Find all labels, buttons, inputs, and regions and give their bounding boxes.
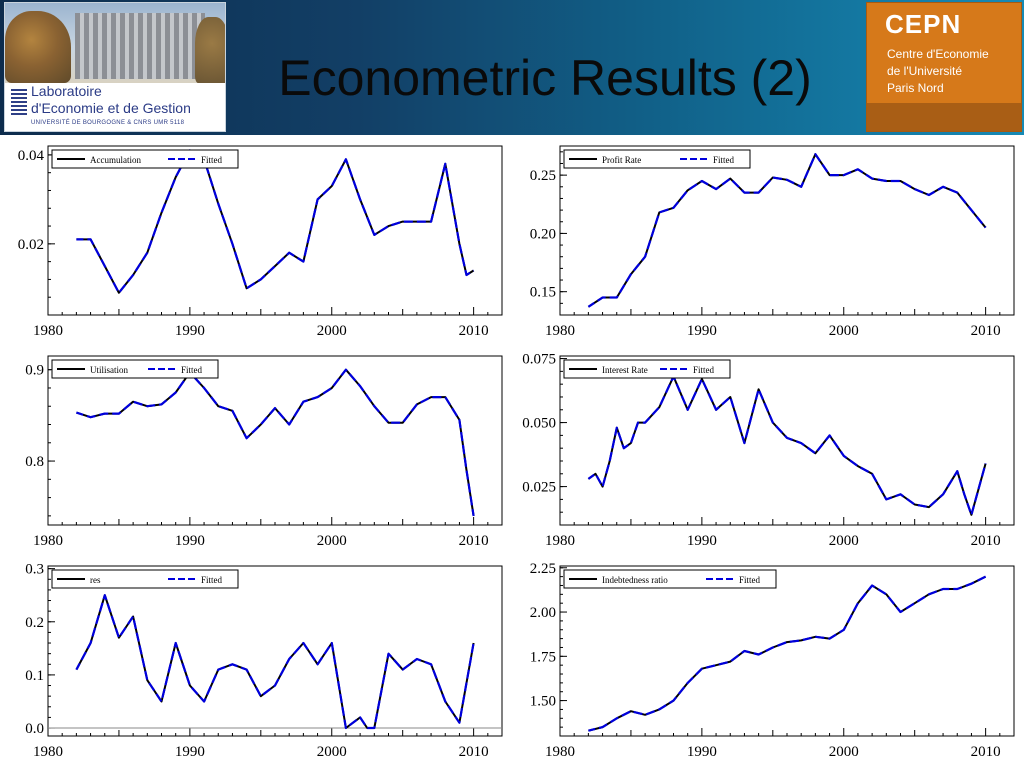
x-tick-label: 1980 (33, 323, 63, 339)
y-tick-label: 0.075 (522, 352, 556, 368)
legend-box (51, 149, 239, 169)
y-tick-label: 2.00 (530, 605, 556, 621)
tree-right (195, 17, 225, 83)
cepn-logo: CEPN Centre d'Economie de l'Université P… (866, 2, 1022, 132)
x-tick-label: 2010 (459, 744, 489, 760)
y-tick-label: 0.0 (25, 721, 44, 737)
logo-left-line2: d'Economie et de Gestion (31, 100, 191, 116)
cepn-brand: CEPN (885, 9, 962, 39)
y-tick-label: 0.050 (522, 416, 556, 432)
cepn-logo-shade (867, 103, 1021, 131)
y-tick-label: 0.9 (25, 363, 44, 379)
chart-svg-5: 1980 1990 2000 2010 0.0 0.1 0.2 0.3 res Fitted (25, 562, 503, 760)
x-tick-label: 2000 (317, 323, 347, 339)
x-tick-label: 2010 (971, 533, 1001, 549)
legend-label-fitted: Fitted (739, 575, 761, 585)
legend-box (563, 149, 751, 169)
series-fitted-line (76, 368, 475, 517)
tree-left (5, 11, 71, 83)
y-tick-label: 0.20 (530, 226, 556, 242)
x-tick-label: 1990 (687, 323, 717, 339)
x-tick-label: 1980 (545, 533, 575, 549)
legend-label-fitted: Fitted (201, 575, 223, 585)
building-facade (75, 13, 205, 79)
cepn-line3: Paris Nord (887, 81, 944, 95)
plot-frame (559, 355, 1015, 526)
y-tick-label: 2.25 (530, 562, 556, 577)
chart-2: 1980 1990 2000 2010 0.15 0.20 0.25 Profit Rate F… (512, 142, 1024, 347)
series-fitted-line (587, 375, 987, 516)
logo-left-line1: Laboratoire (31, 83, 102, 99)
chart-3: 1980 1990 2000 2010 0.8 0.9 Utilisation Fitted (0, 352, 512, 557)
series-fitted-line (588, 575, 987, 732)
x-tick-label: 1980 (33, 744, 63, 760)
y-tick-label: 0.15 (530, 285, 556, 301)
chart-svg-1: 1980 1990 2000 2010 0.02 0.04 Accumulation Fitt… (18, 145, 503, 339)
y-tick-label: 1.75 (530, 649, 556, 665)
series-fitted-line (76, 149, 475, 294)
legend-label-fitted: Fitted (693, 365, 715, 375)
y-tick-label: 0.2 (25, 615, 44, 631)
x-tick-label: 1990 (687, 744, 717, 760)
y-tick-label: 0.02 (18, 237, 44, 253)
legend-label-fitted: Fitted (181, 365, 203, 375)
y-tick-label: 0.04 (18, 148, 45, 164)
y-tick-label: 0.8 (25, 454, 44, 470)
y-tick-label: 0.25 (530, 168, 556, 184)
legend-label-actual: res (90, 575, 101, 585)
series-fitted-line (587, 153, 987, 308)
x-tick-label: 2000 (829, 533, 859, 549)
series-fitted-line (75, 594, 475, 730)
chart-4: 1980 1990 2000 2010 0.025 0.050 0.075 Interest … (512, 352, 1024, 557)
plot-frame (47, 355, 503, 526)
chart-svg-4: 1980 1990 2000 2010 0.025 0.050 0.075 Interest … (522, 352, 1015, 549)
x-tick-label: 1990 (687, 533, 717, 549)
x-tick-label: 2000 (317, 744, 347, 760)
legend-label-actual: Utilisation (90, 365, 128, 375)
x-tick-label: 1980 (545, 323, 575, 339)
slide-header: Laboratoire d'Economie et de Gestion UNI… (0, 0, 1024, 135)
legend-box (51, 359, 219, 379)
chart-5: 1980 1990 2000 2010 0.0 0.1 0.2 0.3 res Fitted (0, 562, 512, 768)
plot-frame (47, 565, 503, 737)
y-tick-label: 0.1 (25, 668, 44, 684)
legend-label-fitted: Fitted (201, 155, 223, 165)
chart-6: 1980 1990 2000 2010 1.50 1.75 2.00 2.25 Indebted… (512, 561, 1024, 768)
laboratoire-logo: Laboratoire d'Economie et de Gestion UNI… (4, 2, 226, 132)
legend-box (51, 569, 239, 589)
x-tick-label: 2010 (459, 323, 489, 339)
x-tick-label: 1980 (33, 533, 63, 549)
chart-svg-2: 1980 1990 2000 2010 0.15 0.20 0.25 Profit Rate F… (530, 145, 1015, 339)
legend-label-actual: Accumulation (90, 155, 141, 165)
chart-svg-6: 1980 1990 2000 2010 1.50 1.75 2.00 2.25 Indebted… (530, 561, 1015, 760)
logo-left-line3: UNIVERSITÉ DE BOURGOGNE & CNRS UMR 5118 (31, 120, 185, 126)
lab-mark-icon (11, 89, 27, 117)
y-tick-label: 0.3 (25, 562, 44, 578)
legend-label-actual: Indebtedness ratio (602, 575, 668, 585)
x-tick-label: 2010 (971, 323, 1001, 339)
x-tick-label: 2000 (829, 323, 859, 339)
plot-frame (559, 565, 1015, 737)
chart-svg-3: 1980 1990 2000 2010 0.8 0.9 Utilisation Fitted (25, 355, 503, 549)
chart-1: 1980 1990 2000 2010 0.02 0.04 Accumulation Fitt… (0, 142, 512, 347)
x-tick-label: 2000 (317, 533, 347, 549)
x-tick-label: 2010 (971, 744, 1001, 760)
cepn-line2: de l'Université (887, 64, 962, 78)
x-tick-label: 1990 (175, 533, 205, 549)
x-tick-label: 2010 (459, 533, 489, 549)
slide-title: Econometric Results (2) (278, 50, 812, 106)
plot-frame (559, 145, 1015, 316)
x-tick-label: 1990 (175, 323, 205, 339)
x-tick-label: 1980 (545, 744, 575, 760)
legend-label-actual: Interest Rate (602, 365, 648, 375)
cepn-line1: Centre d'Economie (887, 47, 989, 61)
legend-label-fitted: Fitted (713, 155, 735, 165)
y-tick-label: 0.025 (522, 480, 556, 496)
legend-box (563, 359, 731, 379)
legend-label-actual: Profit Rate (602, 155, 641, 165)
x-tick-label: 1990 (175, 744, 205, 760)
x-tick-label: 2000 (829, 744, 859, 760)
y-tick-label: 1.50 (530, 694, 556, 710)
legend-box (563, 569, 777, 589)
